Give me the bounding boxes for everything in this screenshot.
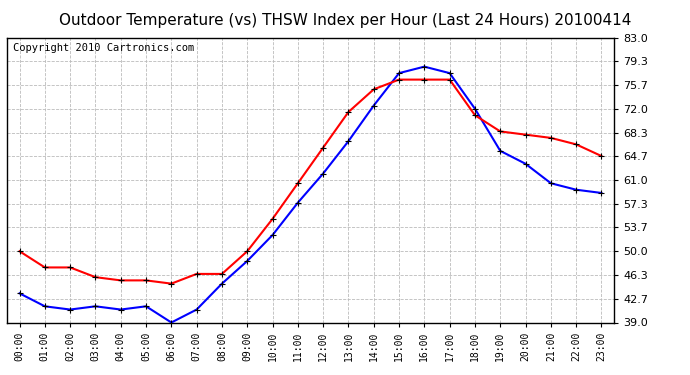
Text: Outdoor Temperature (vs) THSW Index per Hour (Last 24 Hours) 20100414: Outdoor Temperature (vs) THSW Index per … bbox=[59, 13, 631, 28]
Text: Copyright 2010 Cartronics.com: Copyright 2010 Cartronics.com bbox=[13, 43, 194, 53]
